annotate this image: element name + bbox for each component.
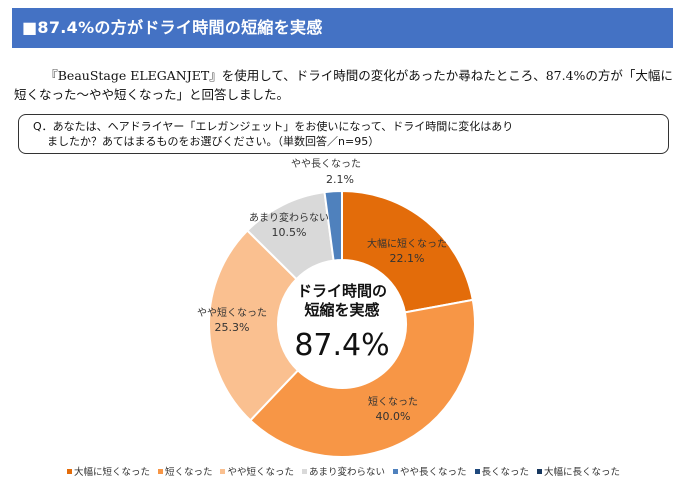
legend-item: 短くなった bbox=[157, 464, 213, 478]
slice-label: やや長くなった bbox=[291, 158, 361, 170]
center-caption: ドライ時間の bbox=[297, 282, 387, 300]
question-line-2: ましたか？あてはまるものをお選びください。（単数回答／n=95） bbox=[47, 135, 380, 148]
legend-label: やや長くなった bbox=[400, 467, 467, 478]
center-caption: 短縮を実感 bbox=[304, 301, 379, 319]
slice-value-label: 10.5% bbox=[272, 226, 307, 239]
slice-value-label: 22.1% bbox=[390, 252, 425, 265]
legend-item: 大幅に長くなった bbox=[537, 464, 620, 478]
slice-label: あまり変わらない bbox=[249, 211, 329, 224]
slice-label: 大幅に短くなった bbox=[367, 237, 447, 250]
slice-label: やや短くなった bbox=[197, 306, 267, 319]
legend-swatch bbox=[537, 468, 543, 474]
legend-item: やや長くなった bbox=[393, 464, 467, 478]
chart-legend: 大幅に短くなった 短くなった やや短くなった あまり変わらない やや長くなった 長くなった… bbox=[0, 464, 687, 478]
slice-label: 短くなった bbox=[368, 395, 418, 408]
center-value: 87.4% bbox=[294, 328, 389, 363]
donut-slice bbox=[341, 189, 474, 314]
legend-item: あまり変わらない bbox=[301, 464, 385, 478]
donut-slice bbox=[248, 298, 476, 458]
legend-swatch bbox=[220, 468, 226, 474]
legend-label: 大幅に短くなった bbox=[73, 467, 150, 478]
slice-value-label: 40.0% bbox=[376, 410, 411, 423]
legend-item: 長くなった bbox=[474, 464, 530, 478]
legend-label: 短くなった bbox=[164, 467, 213, 478]
intro-paragraph: 『BeauStage ELEGANJET』を使用して、ドライ時間の変化があったか… bbox=[14, 66, 674, 104]
legend-swatch bbox=[301, 468, 307, 474]
legend-label: 大幅に長くなった bbox=[544, 467, 621, 478]
question-line-1: Q．あなたは、ヘアドライヤー「エレガンジェット」をお使いになって、ドライ時間に変… bbox=[33, 120, 514, 133]
page-title: ■87.4%の方がドライ時間の短縮を実感 bbox=[22, 18, 323, 37]
slice-value-label: 2.1% bbox=[326, 173, 354, 186]
question-box: Q．あなたは、ヘアドライヤー「エレガンジェット」をお使いになって、ドライ時間に変… bbox=[18, 114, 669, 154]
legend-swatch bbox=[474, 468, 480, 474]
donut-slice bbox=[208, 229, 300, 422]
legend-label: あまり変わらない bbox=[308, 467, 385, 478]
page-title-banner: ■87.4%の方がドライ時間の短縮を実感 bbox=[12, 8, 673, 48]
legend-swatch bbox=[66, 468, 72, 474]
donut-slice bbox=[323, 189, 343, 262]
legend-item: やや短くなった bbox=[220, 464, 294, 478]
intro-text: 『BeauStage ELEGANJET』を使用して、ドライ時間の変化があったか… bbox=[14, 68, 673, 102]
legend-swatch bbox=[393, 468, 398, 474]
legend-label: 長くなった bbox=[481, 467, 530, 478]
slice-value-label: 25.3% bbox=[215, 321, 250, 334]
legend-label: やや短くなった bbox=[227, 467, 294, 478]
legend-swatch bbox=[157, 468, 163, 474]
legend-item: 大幅に短くなった bbox=[66, 464, 150, 478]
